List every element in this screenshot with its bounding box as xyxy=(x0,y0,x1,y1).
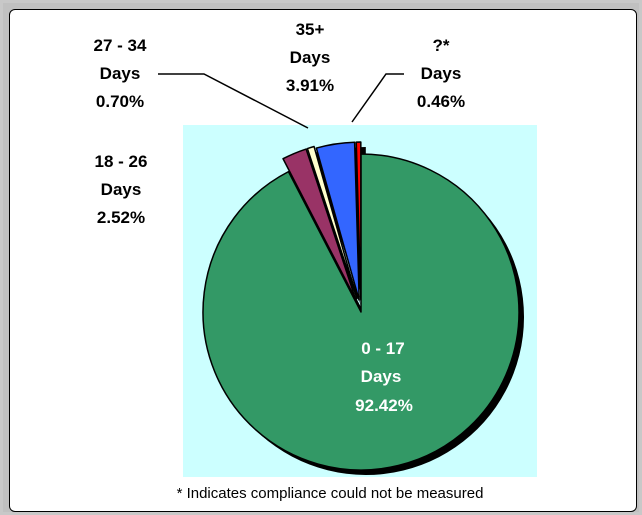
label-unknown-pct: 0.46% xyxy=(417,92,465,111)
data-labels: 0 - 17 Days 92.42% 18 - 26 Days 2.52% 27… xyxy=(94,20,466,415)
label-35-plus-line1: 35+ xyxy=(296,20,325,39)
label-18-26-line1: 18 - 26 xyxy=(95,152,148,171)
label-27-34-line1: 27 - 34 xyxy=(94,36,147,55)
leader-27-34 xyxy=(158,73,309,129)
label-unknown-line2: Days xyxy=(421,64,462,83)
leader-lines xyxy=(158,73,404,129)
slice-0-17-days xyxy=(202,153,520,471)
label-35-plus-pct: 3.91% xyxy=(286,76,334,95)
label-18-26-pct: 2.52% xyxy=(97,208,145,227)
label-35-plus-line2: Days xyxy=(290,48,331,67)
label-0-17-line2: Days xyxy=(361,367,402,386)
label-18-26-line2: Days xyxy=(101,180,142,199)
footnote: * Indicates compliance could not be meas… xyxy=(177,485,484,502)
label-27-34-line2: Days xyxy=(100,64,141,83)
label-0-17-pct: 92.42% xyxy=(355,396,413,415)
leader-unknown xyxy=(351,73,404,123)
slice-unknown-days xyxy=(355,141,362,301)
label-0-17-line1: 0 - 17 xyxy=(361,339,404,358)
slice-35-plus-days xyxy=(315,141,360,301)
pie-slices xyxy=(202,141,520,471)
slice-27-34-days xyxy=(306,145,358,300)
slice-18-26-days xyxy=(282,148,357,300)
label-27-34-pct: 0.70% xyxy=(96,92,144,111)
label-unknown-line1: ?* xyxy=(433,36,450,55)
